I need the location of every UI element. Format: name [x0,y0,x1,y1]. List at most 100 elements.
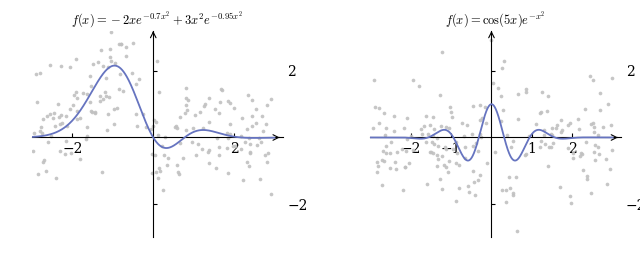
Point [372,170,382,174]
Point [214,152,224,157]
Point [536,139,546,143]
Point [90,111,100,115]
Point [497,188,507,192]
Point [71,90,81,94]
Point [420,140,431,144]
Point [242,159,252,164]
Point [390,160,400,164]
Point [45,112,55,116]
Point [82,134,92,139]
Point [451,199,461,203]
Point [470,141,481,145]
Point [81,137,91,141]
Point [582,174,592,178]
Point [247,98,257,102]
Point [255,140,266,144]
Point [82,92,92,96]
Point [175,141,186,145]
Point [188,126,198,130]
Point [577,152,587,157]
Point [49,124,60,128]
Point [102,65,113,69]
Point [111,106,122,110]
Point [508,139,518,143]
Point [36,125,46,129]
Point [191,154,202,158]
Point [377,158,387,162]
Point [225,101,235,105]
Point [436,154,447,158]
Point [216,87,226,92]
Point [595,91,605,95]
Point [68,103,79,107]
Point [437,187,447,191]
Point [161,163,172,167]
Point [468,104,478,108]
Point [138,112,148,116]
Point [440,145,451,149]
Point [467,144,477,148]
Point [72,117,83,121]
Point [42,114,52,118]
Point [433,157,444,161]
Point [441,125,451,129]
Point [476,135,486,139]
Point [72,96,82,100]
Point [381,126,391,130]
Point [114,87,124,91]
Point [72,109,83,113]
Point [204,95,214,100]
Point [444,158,454,163]
Point [153,133,163,137]
Point [118,89,128,93]
Point [180,86,191,90]
Point [400,165,410,169]
Point [187,140,197,144]
Point [49,116,59,120]
Point [252,143,262,148]
Point [437,50,447,54]
Point [563,146,573,150]
Point [429,127,439,132]
Point [475,132,485,136]
Point [589,150,599,154]
Point [536,110,547,114]
Point [473,149,483,153]
Point [245,150,255,154]
Point [181,103,191,107]
Point [151,119,161,124]
Point [444,126,454,130]
Point [522,152,532,156]
Point [508,193,518,197]
Point [481,121,491,125]
Point [190,113,200,117]
Point [372,164,383,168]
Point [54,115,64,119]
Point [600,157,611,161]
Point [147,171,157,175]
Point [552,123,563,127]
Point [107,0,117,4]
Point [568,156,578,160]
Point [445,110,456,115]
Point [408,148,418,152]
Point [488,81,498,85]
Point [540,142,550,146]
Point [49,111,59,115]
Point [214,145,224,149]
Point [460,145,470,149]
Point [498,108,508,112]
Point [586,191,596,195]
Point [236,147,246,151]
Point [593,145,603,149]
Point [106,59,116,63]
Point [147,152,157,157]
Point [575,154,586,158]
Point [228,106,239,110]
Point [255,177,265,181]
Point [392,150,403,154]
Point [416,127,426,132]
Point [105,55,115,60]
Point [542,109,552,113]
Point [56,64,66,68]
